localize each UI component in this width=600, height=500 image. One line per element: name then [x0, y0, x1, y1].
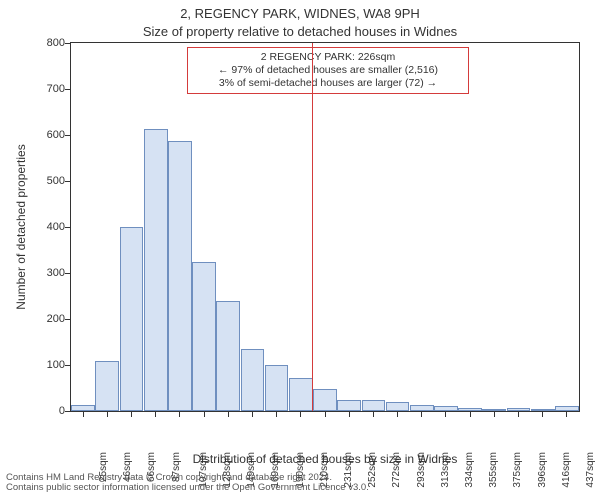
- property-size-chart: 2, REGENCY PARK, WIDNES, WA8 9PH Size of…: [0, 0, 600, 500]
- marker-annotation: 2 REGENCY PARK: 226sqm ← 97% of detached…: [187, 47, 469, 94]
- x-tick: [83, 411, 84, 417]
- histogram-bar: [192, 262, 216, 411]
- y-tick: [65, 89, 71, 90]
- histogram-bar: [313, 389, 337, 411]
- histogram-bar: [120, 227, 144, 411]
- annotation-line-1: 2 REGENCY PARK: 226sqm: [194, 51, 462, 64]
- y-tick-label: 700: [27, 83, 65, 95]
- x-tick: [325, 411, 326, 417]
- y-tick-label: 0: [27, 405, 65, 417]
- x-tick: [470, 411, 471, 417]
- chart-title-line2: Size of property relative to detached ho…: [0, 24, 600, 39]
- x-tick: [542, 411, 543, 417]
- histogram-bar: [362, 400, 386, 411]
- footer-attribution: Contains HM Land Registry data © Crown c…: [6, 473, 369, 494]
- y-tick: [65, 365, 71, 366]
- histogram-bar: [386, 402, 410, 411]
- y-tick: [65, 135, 71, 136]
- histogram-bar: [216, 301, 240, 411]
- y-tick: [65, 227, 71, 228]
- x-tick: [349, 411, 350, 417]
- annotation-line-2: ← 97% of detached houses are smaller (2,…: [194, 64, 462, 77]
- chart-title-line1: 2, REGENCY PARK, WIDNES, WA8 9PH: [0, 6, 600, 21]
- x-tick: [518, 411, 519, 417]
- x-tick: [131, 411, 132, 417]
- y-tick: [65, 43, 71, 44]
- y-tick-label: 200: [27, 313, 65, 325]
- histogram-bar: [241, 349, 265, 411]
- x-tick: [566, 411, 567, 417]
- y-tick-label: 600: [27, 129, 65, 141]
- y-tick: [65, 181, 71, 182]
- x-tick: [179, 411, 180, 417]
- x-tick: [373, 411, 374, 417]
- histogram-bar: [95, 361, 119, 411]
- y-tick-label: 800: [27, 37, 65, 49]
- y-tick: [65, 273, 71, 274]
- footer-line-2: Contains public sector information licen…: [6, 483, 369, 493]
- x-tick: [276, 411, 277, 417]
- annotation-line-3: 3% of semi-detached houses are larger (7…: [194, 77, 462, 90]
- x-tick: [397, 411, 398, 417]
- marker-line: [312, 43, 313, 411]
- x-tick: [252, 411, 253, 417]
- x-tick: [204, 411, 205, 417]
- y-axis-label: Number of detached properties: [14, 42, 28, 412]
- histogram-bar: [265, 365, 289, 411]
- x-tick: [107, 411, 108, 417]
- x-tick: [494, 411, 495, 417]
- plot-area: 2 REGENCY PARK: 226sqm ← 97% of detached…: [70, 42, 580, 412]
- y-tick-label: 400: [27, 221, 65, 233]
- y-tick-label: 500: [27, 175, 65, 187]
- x-tick: [445, 411, 446, 417]
- x-axis-label: Distribution of detached houses by size …: [70, 452, 580, 466]
- x-tick: [228, 411, 229, 417]
- x-tick: [300, 411, 301, 417]
- x-tick-label: 437sqm: [585, 452, 596, 488]
- x-tick: [421, 411, 422, 417]
- histogram-bar: [168, 141, 192, 411]
- x-tick: [155, 411, 156, 417]
- y-tick: [65, 411, 71, 412]
- y-tick: [65, 319, 71, 320]
- y-tick-label: 300: [27, 267, 65, 279]
- histogram-bar: [289, 378, 313, 411]
- histogram-bar: [337, 400, 361, 411]
- histogram-bar: [144, 129, 168, 411]
- y-tick-label: 100: [27, 359, 65, 371]
